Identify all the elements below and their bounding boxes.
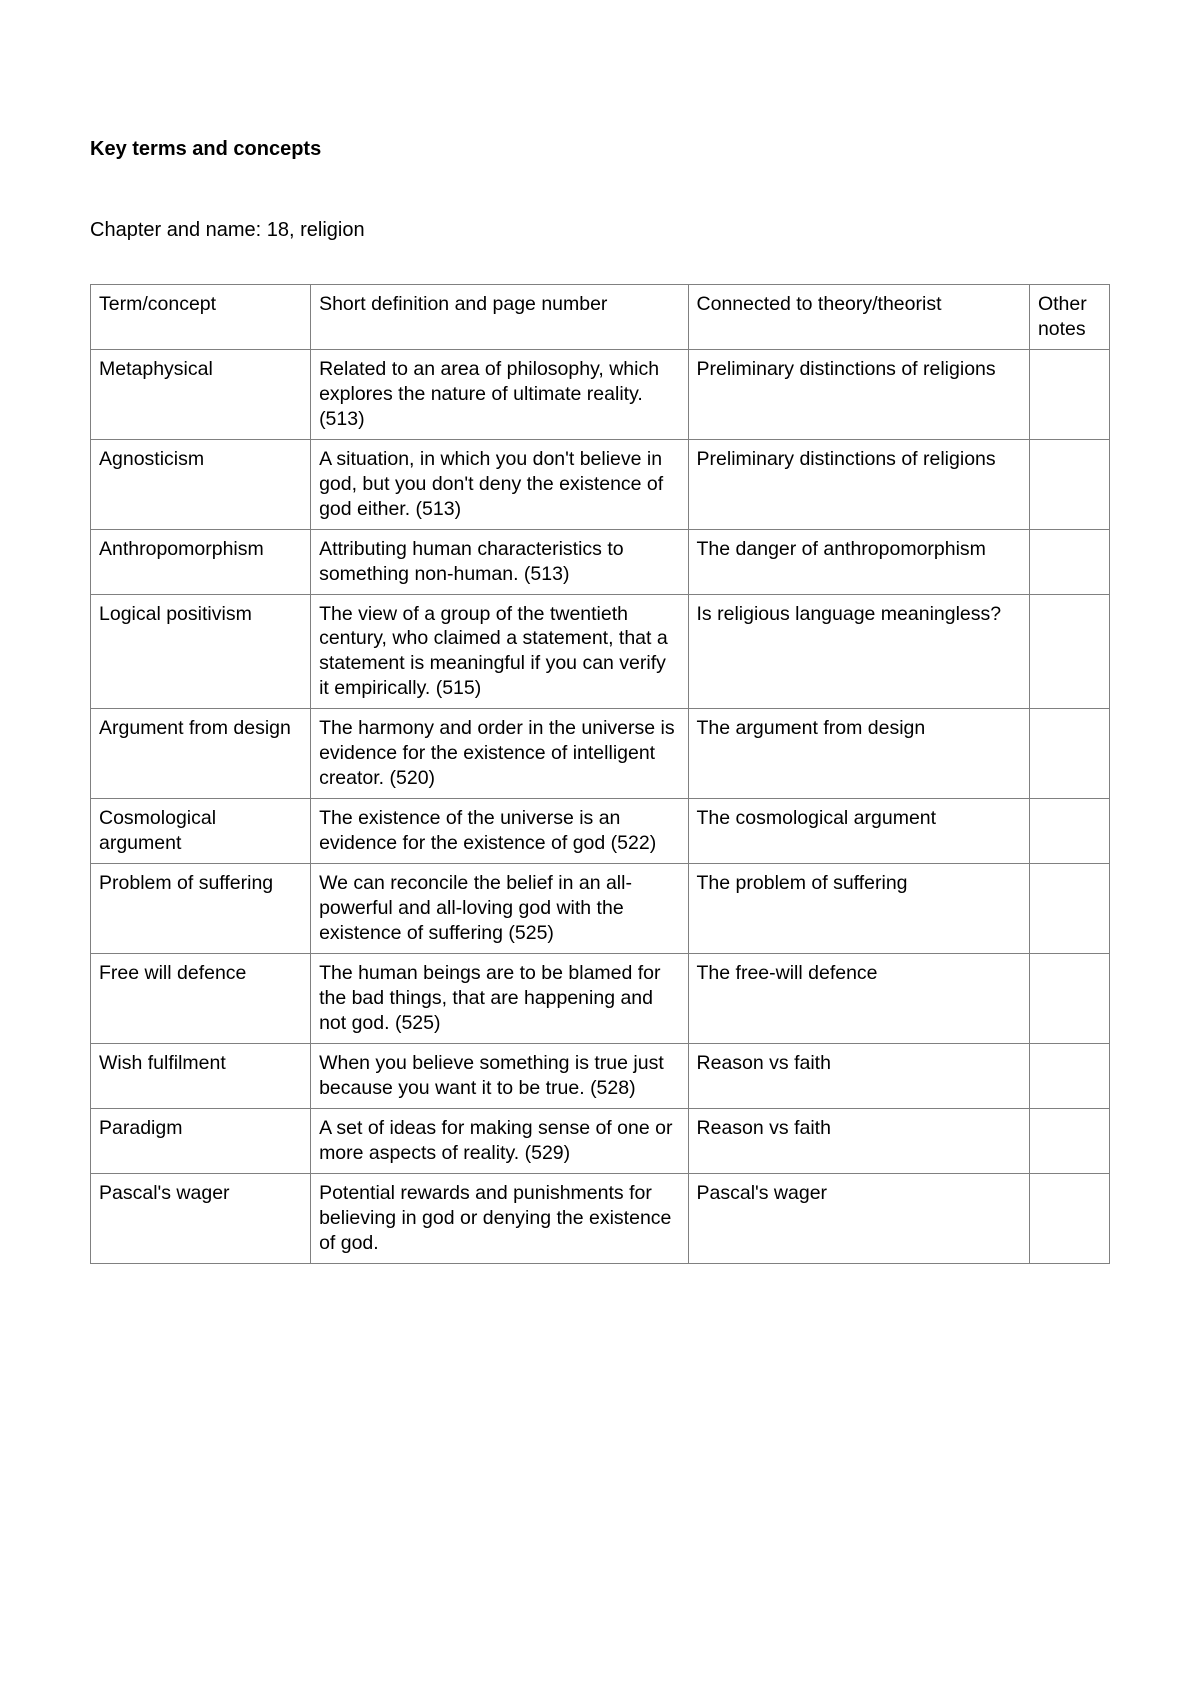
col-definition: Short definition and page number: [311, 285, 688, 350]
page-title: Key terms and concepts: [90, 138, 1110, 161]
cell-definition: When you believe something is true just …: [311, 1043, 688, 1108]
cell-term: Logical positivism: [91, 594, 311, 709]
cell-term: Free will defence: [91, 953, 311, 1043]
col-connected: Connected to theory/theorist: [688, 285, 1029, 350]
table-row: Metaphysical Related to an area of philo…: [91, 349, 1110, 439]
cell-definition: Related to an area of philosophy, which …: [311, 349, 688, 439]
cell-notes: [1029, 799, 1109, 864]
cell-term: Agnosticism: [91, 439, 311, 529]
document-page: Key terms and concepts Chapter and name:…: [0, 0, 1200, 1264]
cell-definition: The human beings are to be blamed for th…: [311, 953, 688, 1043]
table-row: Agnosticism A situation, in which you do…: [91, 439, 1110, 529]
cell-notes: [1029, 1173, 1109, 1263]
cell-term: Anthropomorphism: [91, 529, 311, 594]
cell-notes: [1029, 594, 1109, 709]
table-row: Pascal's wager Potential rewards and pun…: [91, 1173, 1110, 1263]
table-row: Free will defence The human beings are t…: [91, 953, 1110, 1043]
cell-notes: [1029, 709, 1109, 799]
cell-connected: The problem of suffering: [688, 864, 1029, 954]
table-body: Metaphysical Related to an area of philo…: [91, 349, 1110, 1263]
cell-term: Pascal's wager: [91, 1173, 311, 1263]
cell-connected: The cosmological argument: [688, 799, 1029, 864]
cell-notes: [1029, 1108, 1109, 1173]
table-row: Cosmological argument The existence of t…: [91, 799, 1110, 864]
cell-connected: The free-will defence: [688, 953, 1029, 1043]
cell-term: Paradigm: [91, 1108, 311, 1173]
cell-term: Metaphysical: [91, 349, 311, 439]
table-header-row: Term/concept Short definition and page n…: [91, 285, 1110, 350]
col-notes: Other notes: [1029, 285, 1109, 350]
cell-notes: [1029, 529, 1109, 594]
cell-definition: Potential rewards and punishments for be…: [311, 1173, 688, 1263]
cell-connected: Preliminary distinctions of religions: [688, 349, 1029, 439]
table-row: Wish fulfilment When you believe somethi…: [91, 1043, 1110, 1108]
table-row: Problem of suffering We can reconcile th…: [91, 864, 1110, 954]
cell-connected: Is religious language meaningless?: [688, 594, 1029, 709]
cell-definition: A situation, in which you don't believe …: [311, 439, 688, 529]
cell-connected: Reason vs faith: [688, 1108, 1029, 1173]
table-row: Argument from design The harmony and ord…: [91, 709, 1110, 799]
table-row: Anthropomorphism Attributing human chara…: [91, 529, 1110, 594]
cell-definition: The view of a group of the twentieth cen…: [311, 594, 688, 709]
cell-connected: The argument from design: [688, 709, 1029, 799]
cell-definition: The harmony and order in the universe is…: [311, 709, 688, 799]
cell-connected: Preliminary distinctions of religions: [688, 439, 1029, 529]
cell-term: Argument from design: [91, 709, 311, 799]
terms-table: Term/concept Short definition and page n…: [90, 284, 1110, 1264]
cell-notes: [1029, 1043, 1109, 1108]
cell-connected: Reason vs faith: [688, 1043, 1029, 1108]
cell-definition: Attributing human characteristics to som…: [311, 529, 688, 594]
cell-definition: We can reconcile the belief in an all-po…: [311, 864, 688, 954]
cell-term: Cosmological argument: [91, 799, 311, 864]
cell-connected: The danger of anthropomorphism: [688, 529, 1029, 594]
cell-notes: [1029, 439, 1109, 529]
cell-connected: Pascal's wager: [688, 1173, 1029, 1263]
cell-notes: [1029, 864, 1109, 954]
cell-notes: [1029, 349, 1109, 439]
col-term: Term/concept: [91, 285, 311, 350]
cell-term: Wish fulfilment: [91, 1043, 311, 1108]
chapter-line: Chapter and name: 18, religion: [90, 219, 1110, 242]
cell-definition: A set of ideas for making sense of one o…: [311, 1108, 688, 1173]
cell-notes: [1029, 953, 1109, 1043]
cell-term: Problem of suffering: [91, 864, 311, 954]
table-row: Logical positivism The view of a group o…: [91, 594, 1110, 709]
cell-definition: The existence of the universe is an evid…: [311, 799, 688, 864]
table-row: Paradigm A set of ideas for making sense…: [91, 1108, 1110, 1173]
